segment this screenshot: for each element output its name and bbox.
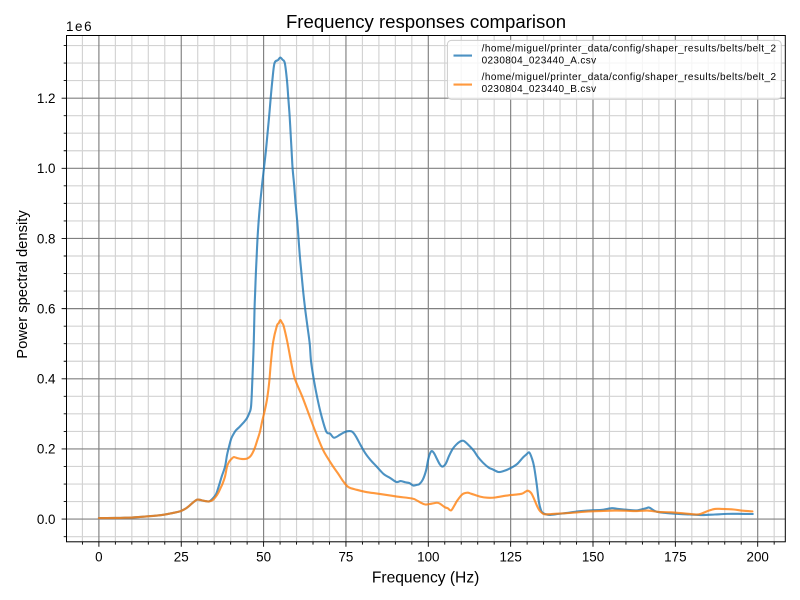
- svg-text:25: 25: [174, 550, 189, 565]
- svg-text:/home/miguel/printer_data/conf: /home/miguel/printer_data/config/shaper_…: [482, 43, 777, 54]
- svg-text:0.0: 0.0: [37, 512, 56, 527]
- svg-text:0.6: 0.6: [37, 301, 56, 316]
- svg-text:1e6: 1e6: [66, 19, 93, 34]
- svg-text:0.4: 0.4: [37, 372, 56, 387]
- svg-text:0.2: 0.2: [37, 442, 56, 457]
- svg-text:125: 125: [499, 550, 521, 565]
- svg-text:75: 75: [338, 550, 353, 565]
- svg-text:150: 150: [582, 550, 604, 565]
- svg-text:Frequency (Hz): Frequency (Hz): [372, 570, 479, 587]
- svg-text:50: 50: [256, 550, 271, 565]
- svg-text:0230804_023440_A.csv: 0230804_023440_A.csv: [482, 56, 597, 67]
- svg-text:200: 200: [747, 550, 769, 565]
- svg-text:0: 0: [95, 550, 102, 565]
- svg-text:0.8: 0.8: [37, 231, 56, 246]
- svg-text:0230804_023440_B.csv: 0230804_023440_B.csv: [482, 84, 597, 95]
- svg-text:175: 175: [664, 550, 686, 565]
- svg-text:Power spectral density: Power spectral density: [15, 210, 31, 359]
- svg-text:/home/miguel/printer_data/conf: /home/miguel/printer_data/config/shaper_…: [482, 72, 777, 83]
- svg-text:100: 100: [417, 550, 439, 565]
- svg-text:1.0: 1.0: [37, 161, 56, 176]
- svg-text:Frequency responses comparison: Frequency responses comparison: [286, 11, 566, 32]
- svg-text:1.2: 1.2: [37, 91, 56, 106]
